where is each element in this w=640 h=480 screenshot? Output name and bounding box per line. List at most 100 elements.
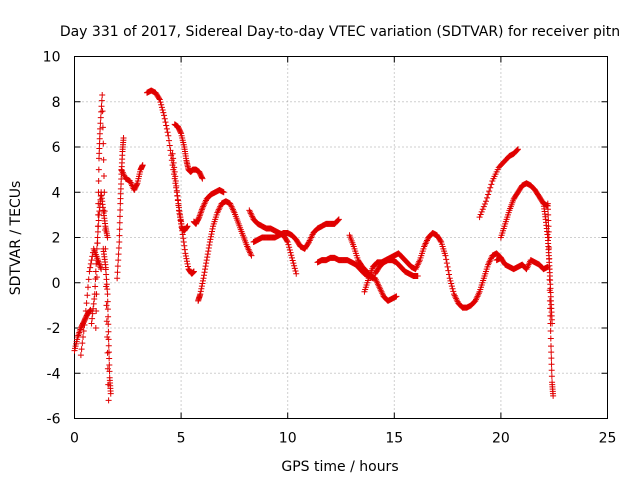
series-sat-u: [497, 180, 551, 241]
data-point: [103, 318, 110, 325]
data-point: [548, 373, 555, 380]
data-point: [87, 260, 94, 267]
data-point: [478, 208, 485, 215]
data-point: [445, 267, 452, 274]
data-point: [182, 252, 189, 259]
data-point: [183, 255, 190, 262]
y-axis-label: SDTVAR / TECUs: [8, 181, 24, 296]
data-point: [184, 260, 191, 267]
data-point: [544, 206, 551, 213]
data-point: [157, 99, 164, 106]
data-point: [199, 175, 206, 182]
data-point: [97, 264, 104, 271]
series-sat-j: [169, 150, 197, 277]
data-point: [288, 254, 295, 261]
series-sat-s: [493, 254, 551, 273]
data-point: [95, 217, 102, 224]
y-tick-label: -4: [47, 366, 61, 382]
data-point: [547, 328, 554, 335]
data-point: [177, 129, 184, 136]
data-point: [81, 321, 88, 328]
data-point: [94, 228, 101, 235]
data-point: [179, 231, 186, 238]
data-point: [92, 268, 99, 275]
data-point: [545, 228, 552, 235]
data-point: [486, 188, 493, 195]
data-point: [117, 206, 124, 213]
y-tick-label: 10: [43, 50, 61, 66]
data-point: [284, 239, 291, 246]
data-point: [95, 166, 102, 173]
data-point: [77, 352, 84, 359]
x-tick-label: 10: [279, 431, 297, 447]
data-point: [288, 252, 295, 259]
data-point: [289, 257, 296, 264]
data-point: [546, 255, 553, 262]
data-point: [86, 268, 93, 275]
data-point: [208, 231, 215, 238]
data-point: [82, 315, 89, 322]
data-point: [514, 146, 521, 153]
data-point: [104, 291, 111, 298]
data-point: [105, 328, 112, 335]
data-point: [104, 349, 111, 356]
data-point: [139, 162, 146, 169]
data-point: [480, 203, 487, 210]
data-point: [94, 257, 101, 264]
data-point: [172, 177, 179, 184]
x-tick-label: 25: [599, 431, 617, 447]
data-point: [290, 260, 297, 267]
data-point: [181, 242, 188, 249]
data-point: [164, 129, 171, 136]
data-point: [174, 192, 181, 199]
data-point: [182, 250, 189, 257]
data-point: [176, 210, 183, 217]
data-point: [287, 249, 294, 256]
data-point: [449, 285, 456, 292]
x-axis-label: GPS time / hours: [281, 459, 398, 475]
data-point: [292, 268, 299, 275]
data-point: [442, 252, 449, 259]
data-point: [203, 257, 210, 264]
data-point: [450, 288, 457, 295]
data-point: [179, 227, 186, 234]
series-sat-f: [114, 134, 127, 282]
data-point: [180, 235, 187, 242]
data-point: [446, 271, 453, 278]
data-point: [291, 265, 298, 272]
data-point: [104, 306, 111, 313]
data-point: [291, 262, 298, 269]
data-point: [94, 240, 101, 247]
y-tick-label: 6: [52, 140, 61, 156]
data-point: [115, 251, 122, 258]
data-point: [166, 137, 173, 144]
data-point: [171, 164, 178, 171]
data-point: [93, 245, 100, 252]
data-point: [93, 260, 100, 267]
data-point: [105, 342, 112, 349]
grid-lines: [74, 56, 608, 419]
data-point: [447, 277, 454, 284]
data-point: [104, 234, 111, 241]
data-point: [547, 305, 554, 312]
data-point: [209, 225, 216, 232]
data-point: [100, 173, 107, 180]
data-point: [545, 234, 552, 241]
data-point: [204, 254, 211, 261]
data-point: [93, 253, 100, 260]
data-point: [546, 245, 553, 252]
data-point: [102, 226, 109, 233]
data-point: [548, 355, 555, 362]
data-point: [107, 390, 114, 397]
data-point: [286, 246, 293, 253]
data-point: [106, 368, 113, 375]
data-point: [285, 241, 292, 248]
data-point: [82, 308, 89, 315]
data-point: [198, 283, 205, 290]
y-tick-label: 4: [52, 185, 61, 201]
data-point: [487, 184, 494, 191]
data-point: [97, 120, 104, 127]
data-point: [100, 140, 107, 147]
data-point: [97, 114, 104, 121]
